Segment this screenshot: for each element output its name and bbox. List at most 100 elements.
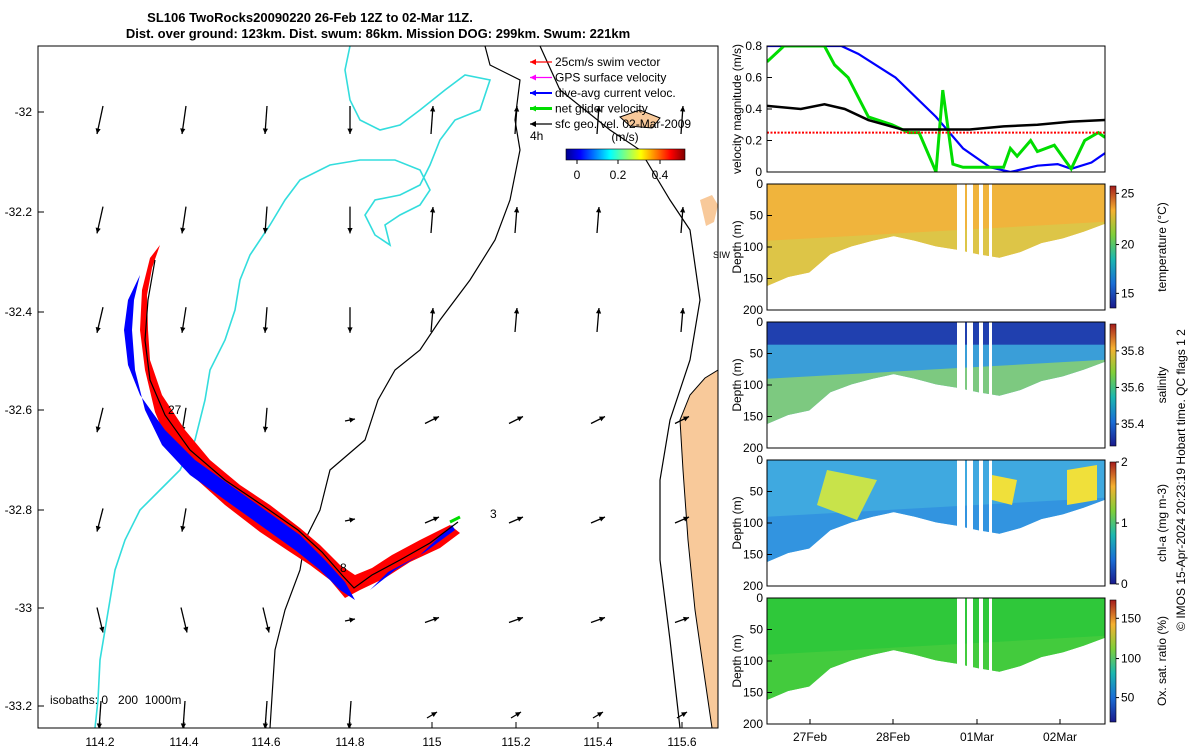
section-oxy: 0 50 100 150 200 Depth (m) 50 100 150 Ox. sat. ra… (730, 591, 1169, 731)
depth-tick: 200 (743, 441, 763, 455)
depth-ylabel: Depth (m) (730, 496, 744, 549)
credit-text: © IMOS 15-Apr-2024 20:23:19 Hobart time.… (1174, 329, 1188, 631)
lon-tick: 115 (422, 735, 441, 749)
section-colorbar: 35.4 35.6 35.8 salinity (1109, 323, 1169, 447)
map-legend-entry: sfc geo. vel. 02-Mar-2009 (555, 117, 691, 131)
section-sal: 0 50 100 150 200 Depth (m) 35.4 35.6 35.8 salinit… (730, 315, 1169, 455)
colorbar-tick: 35.6 (1121, 380, 1145, 394)
vel-ytick: 0.2 (745, 134, 762, 148)
colorbar-tick: 25 (1121, 186, 1135, 200)
lon-tick: 115.6 (667, 735, 696, 749)
depth-tick: 150 (743, 548, 763, 562)
lon-tick: 114.4 (169, 735, 198, 749)
time-tick: 01Mar (960, 730, 994, 744)
lon-tick: 114.2 (85, 735, 114, 749)
depth-tick: 100 (743, 378, 763, 392)
depth-tick: 100 (743, 516, 763, 530)
track-label-27: 27 (168, 403, 182, 417)
isobath-0m (94, 46, 492, 728)
lat-tick: -32.4 (5, 305, 33, 319)
lat-tick: -32.2 (5, 205, 33, 219)
lon-tick: 115.2 (501, 735, 530, 749)
velocity-series-line (767, 46, 1105, 172)
rottnest-land (619, 109, 661, 129)
isobath-note: isobaths: 0 200 1000m (50, 693, 181, 707)
velocity-panel: 0 0.2 0.4 0.6 0.8 velocity magnitude (m/s) (730, 39, 1106, 179)
depth-tick: 50 (750, 485, 764, 499)
time-tick: 28Feb (876, 730, 910, 744)
colorbar-tick: 2 (1121, 455, 1128, 469)
section-temp: 0 50 100 150 200 Depth (m) 15 20 25 temperature (… (730, 177, 1169, 317)
colorbar-tick: 20 (1121, 238, 1135, 252)
velocity-series-line (767, 46, 1105, 172)
vel-ytick: 0.4 (745, 102, 762, 116)
section-colorbar: 15 20 25 temperature (°C) (1109, 185, 1169, 309)
colorbar-tick: 0 (1121, 577, 1128, 591)
colorbar-tick: 50 (1121, 691, 1135, 705)
colorbar-tick: 35.4 (1121, 417, 1145, 431)
depth-tick: 200 (743, 579, 763, 593)
depth-tick: 100 (743, 240, 763, 254)
time-axis-ticks: 27Feb 28Feb 01Mar 02Mar (793, 719, 1077, 744)
colorbar-title: (m/s) (611, 130, 638, 144)
lat-tick: -32.6 (5, 403, 33, 417)
map-legend-entry: 25cm/s swim vector (555, 55, 660, 69)
colorbar-gradient (565, 148, 686, 161)
colorbar-tick: 150 (1121, 611, 1141, 625)
vel-ytick: 0 (755, 165, 762, 179)
colorbar-label: temperature (°C) (1155, 202, 1169, 292)
depth-tick: 150 (743, 272, 763, 286)
depth-ylabel: Depth (m) (730, 634, 744, 687)
track-label-3: 3 (490, 507, 497, 521)
depth-tick: 200 (743, 303, 763, 317)
isobath-200m (269, 46, 521, 728)
depth-tick: 200 (743, 717, 763, 731)
colorbar-tick-1: 0.2 (610, 168, 627, 182)
colorbar-label: salinity (1155, 367, 1169, 404)
lon-tick: 114.8 (335, 735, 364, 749)
vel-ytick: 0.8 (745, 39, 762, 53)
section-colorbar: 50 100 150 Ox. sat. ratio (%) (1109, 599, 1169, 723)
depth-ylabel: Depth (m) (730, 358, 744, 411)
depth-tick: 100 (743, 654, 763, 668)
lat-tick: -32.8 (5, 503, 33, 517)
colorbar-tick-0: 0 (574, 168, 581, 182)
glider-track (124, 245, 461, 600)
colorbar-tick: 15 (1121, 286, 1135, 300)
lon-tick: 114.6 (251, 735, 280, 749)
island-land (700, 195, 718, 226)
depth-tick: 50 (750, 209, 764, 223)
depth-tick: 50 (750, 347, 764, 361)
colorbar-tick: 1 (1121, 516, 1128, 530)
section-chl: 0 50 100 150 200 Depth (m) 0 1 2 chl-a (mg m-3) (730, 453, 1169, 593)
isobath-1000m (539, 46, 701, 728)
speed-colorbar: (m/s) 0 0.2 0.4 (565, 130, 686, 182)
colorbar-tick: 35.8 (1121, 344, 1145, 358)
geo-velocity-arrows (95, 105, 690, 728)
map-legend-entry: dive-avg current veloc. (555, 86, 676, 100)
depth-tick: 0 (756, 315, 763, 329)
lat-ticks: -32 -32.2 -32.4 -32.6 -32.8 -33 -33.2 (5, 105, 44, 713)
map-legend-entry: net glider velocity (555, 102, 648, 116)
lat-tick: -33.2 (5, 699, 33, 713)
time-marker: 4h (530, 129, 543, 143)
depth-tick: 0 (756, 177, 763, 191)
colorbar-tick-2: 0.4 (652, 168, 669, 182)
depth-tick: 150 (743, 686, 763, 700)
track-label-8: 8 (340, 561, 347, 575)
colorbar-label: chl-a (mg m-3) (1155, 484, 1169, 562)
lon-tick: 115.4 (583, 735, 612, 749)
title-line-2: Dist. over ground: 123km. Dist. swum: 86… (126, 26, 630, 41)
lat-tick: -33 (15, 601, 33, 615)
depth-ylabel: Depth (m) (730, 220, 744, 273)
depth-tick: 150 (743, 410, 763, 424)
side-fragment: SIW (713, 250, 731, 260)
title-line-1: SL106 TwoRocks20090220 26-Feb 12Z to 02-… (147, 10, 473, 25)
section-colorbar: 0 1 2 chl-a (mg m-3) (1109, 455, 1169, 591)
vel-ylabel: velocity magnitude (m/s) (730, 44, 744, 174)
coast-land (679, 369, 718, 728)
vel-ytick: 0.6 (745, 71, 762, 85)
map-panel: 27 8 3 4h SIW 114.2 114.4 114.6 114.8 115 115… (5, 45, 731, 749)
